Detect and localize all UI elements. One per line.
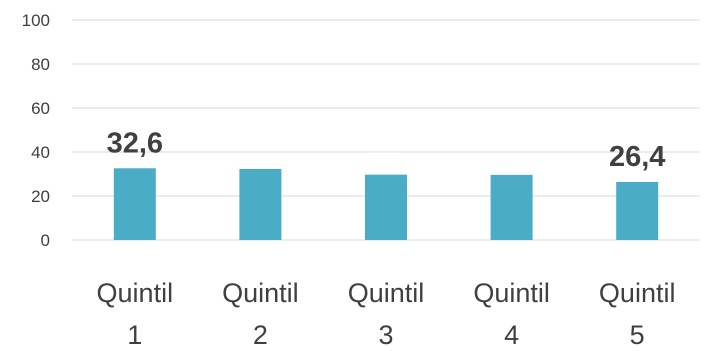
y-tick-label-0: 0 — [41, 231, 50, 250]
data-label-5: 26,4 — [609, 141, 665, 173]
gridlines — [72, 19, 700, 241]
category-label-2-line-1: Quintil — [222, 278, 299, 308]
data-labels: 32,6 26,4 — [107, 127, 666, 173]
bar-5 — [616, 181, 659, 240]
category-label-5-line-2: 5 — [630, 320, 645, 350]
y-axis-tick-labels: 0 20 40 60 80 100 — [22, 11, 50, 250]
bar-3 — [365, 174, 407, 240]
category-label-1-line-1: Quintil — [97, 278, 174, 308]
category-label-4-line-1: Quintil — [473, 278, 550, 308]
category-label-4-line-2: 4 — [504, 320, 519, 350]
y-tick-label-20: 20 — [31, 187, 50, 206]
y-tick-label-60: 60 — [31, 99, 50, 118]
y-tick-label-40: 40 — [31, 143, 50, 162]
category-label-5-line-1: Quintil — [599, 278, 676, 308]
category-labels: Quintil 1 Quintil 2 Quintil 3 Quintil 4 Quintil 5 — [97, 278, 676, 350]
bar-4 — [490, 174, 533, 240]
category-label-3-line-2: 3 — [378, 320, 393, 350]
bars — [113, 168, 659, 240]
category-label-1-line-2: 1 — [127, 320, 142, 350]
category-label-3-line-1: Quintil — [348, 278, 425, 308]
y-tick-label-100: 100 — [22, 11, 50, 30]
data-label-1: 32,6 — [107, 127, 163, 159]
bar-1 — [113, 168, 156, 240]
y-tick-label-80: 80 — [31, 55, 50, 74]
category-label-2-line-2: 2 — [253, 320, 268, 350]
bar-2 — [239, 168, 282, 240]
